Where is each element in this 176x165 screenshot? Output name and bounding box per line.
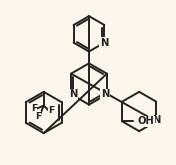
Text: N: N: [100, 38, 108, 48]
Text: F: F: [31, 104, 37, 113]
Text: N: N: [152, 115, 160, 125]
Text: N: N: [69, 89, 77, 99]
Text: F: F: [35, 112, 41, 121]
Text: F: F: [48, 106, 55, 115]
Text: OH: OH: [138, 116, 155, 126]
Text: N: N: [101, 89, 109, 99]
